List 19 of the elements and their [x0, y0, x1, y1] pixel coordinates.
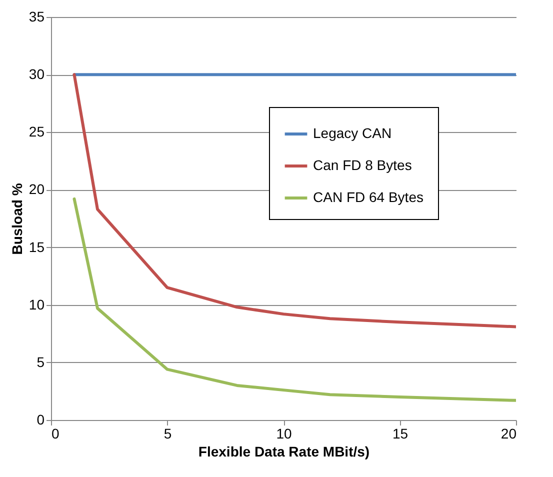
x-tick-label: 10 [276, 426, 292, 442]
line-series [72, 73, 516, 328]
y-tick-label: 25 [28, 124, 45, 140]
y-tick-label: 5 [36, 354, 45, 370]
x-axis-title: Flexible Data Rate MBit/s) [198, 444, 370, 460]
y-tick-label: 0 [36, 412, 45, 428]
legend-label: Can FD 8 Bytes [313, 157, 412, 173]
x-tick-label: 0 [52, 426, 60, 442]
legend-label: CAN FD 64 Bytes [313, 189, 424, 205]
y-tick-label: 20 [28, 181, 45, 198]
x-tick-label: 5 [164, 426, 172, 442]
y-tick-label: 15 [28, 238, 45, 255]
y-axis-title: Busload % [8, 182, 25, 255]
y-tick-label: 10 [28, 296, 45, 312]
legend-label: Legacy CAN [313, 125, 392, 141]
y-tick-label: 35 [28, 8, 45, 24]
x-tick-label: 15 [392, 426, 408, 442]
x-tick-label: 20 [500, 426, 517, 442]
y-tick-label: 30 [28, 66, 45, 82]
